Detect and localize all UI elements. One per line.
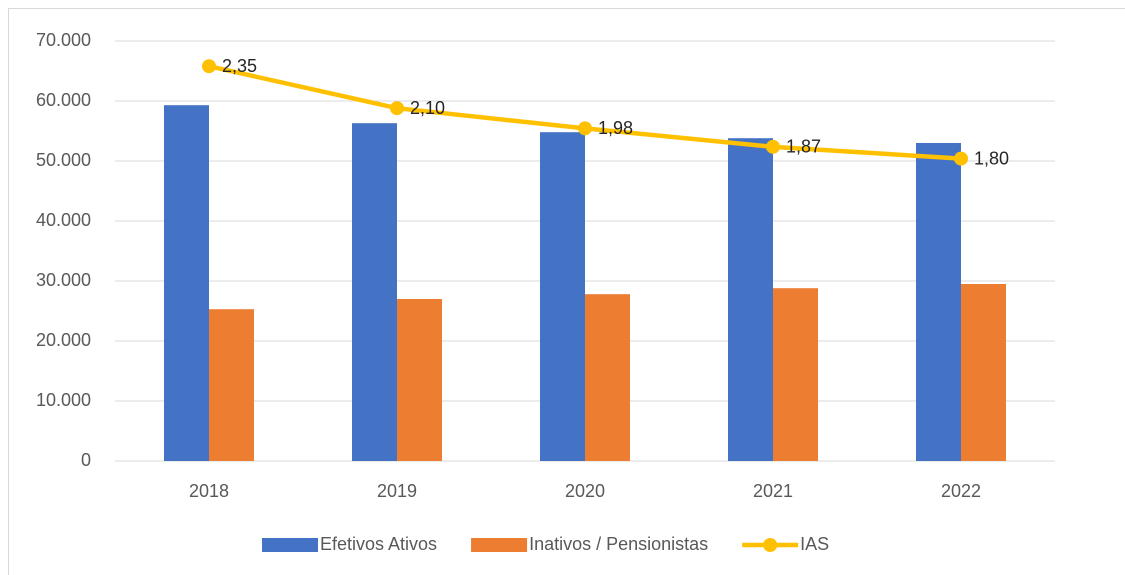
line-marker [954, 151, 968, 166]
legend-marker [763, 538, 778, 552]
bar [397, 299, 442, 461]
bar [585, 294, 630, 461]
y-tick-label: 50.000 [36, 150, 91, 170]
bar [961, 284, 1006, 461]
line-marker [390, 101, 404, 116]
x-tick-label: 2020 [565, 481, 605, 501]
data-label: 2,35 [222, 56, 257, 76]
legend-swatch [471, 538, 528, 552]
bar [352, 123, 397, 461]
data-label: 1,80 [974, 148, 1009, 168]
y-tick-label: 30.000 [36, 270, 91, 290]
y-tick-label: 70.000 [36, 30, 91, 50]
legend-label: Inativos / Pensionistas [529, 534, 708, 554]
line-marker [766, 139, 780, 154]
line-marker [578, 121, 592, 136]
line-marker [202, 59, 216, 74]
data-label: 2,10 [410, 98, 445, 118]
x-tick-label: 2022 [941, 481, 981, 501]
y-tick-label: 0 [81, 450, 91, 470]
bar [164, 105, 209, 461]
x-tick-label: 2021 [753, 481, 793, 501]
bar [728, 138, 773, 461]
legend-swatch [262, 538, 318, 552]
data-label: 1,98 [598, 118, 633, 138]
bar [773, 288, 818, 461]
y-tick-label: 20.000 [36, 330, 91, 350]
legend-label: IAS [800, 534, 829, 554]
y-tick-label: 60.000 [36, 90, 91, 110]
data-label: 1,87 [786, 137, 821, 157]
chart-border [8, 8, 1125, 575]
y-tick-label: 10.000 [36, 390, 91, 410]
x-tick-label: 2018 [189, 481, 229, 501]
y-tick-label: 40.000 [36, 210, 91, 230]
bar [916, 143, 961, 461]
legend-label: Efetivos Ativos [320, 534, 437, 554]
bar [540, 132, 585, 461]
x-tick-label: 2019 [377, 481, 417, 501]
bar [209, 309, 254, 461]
